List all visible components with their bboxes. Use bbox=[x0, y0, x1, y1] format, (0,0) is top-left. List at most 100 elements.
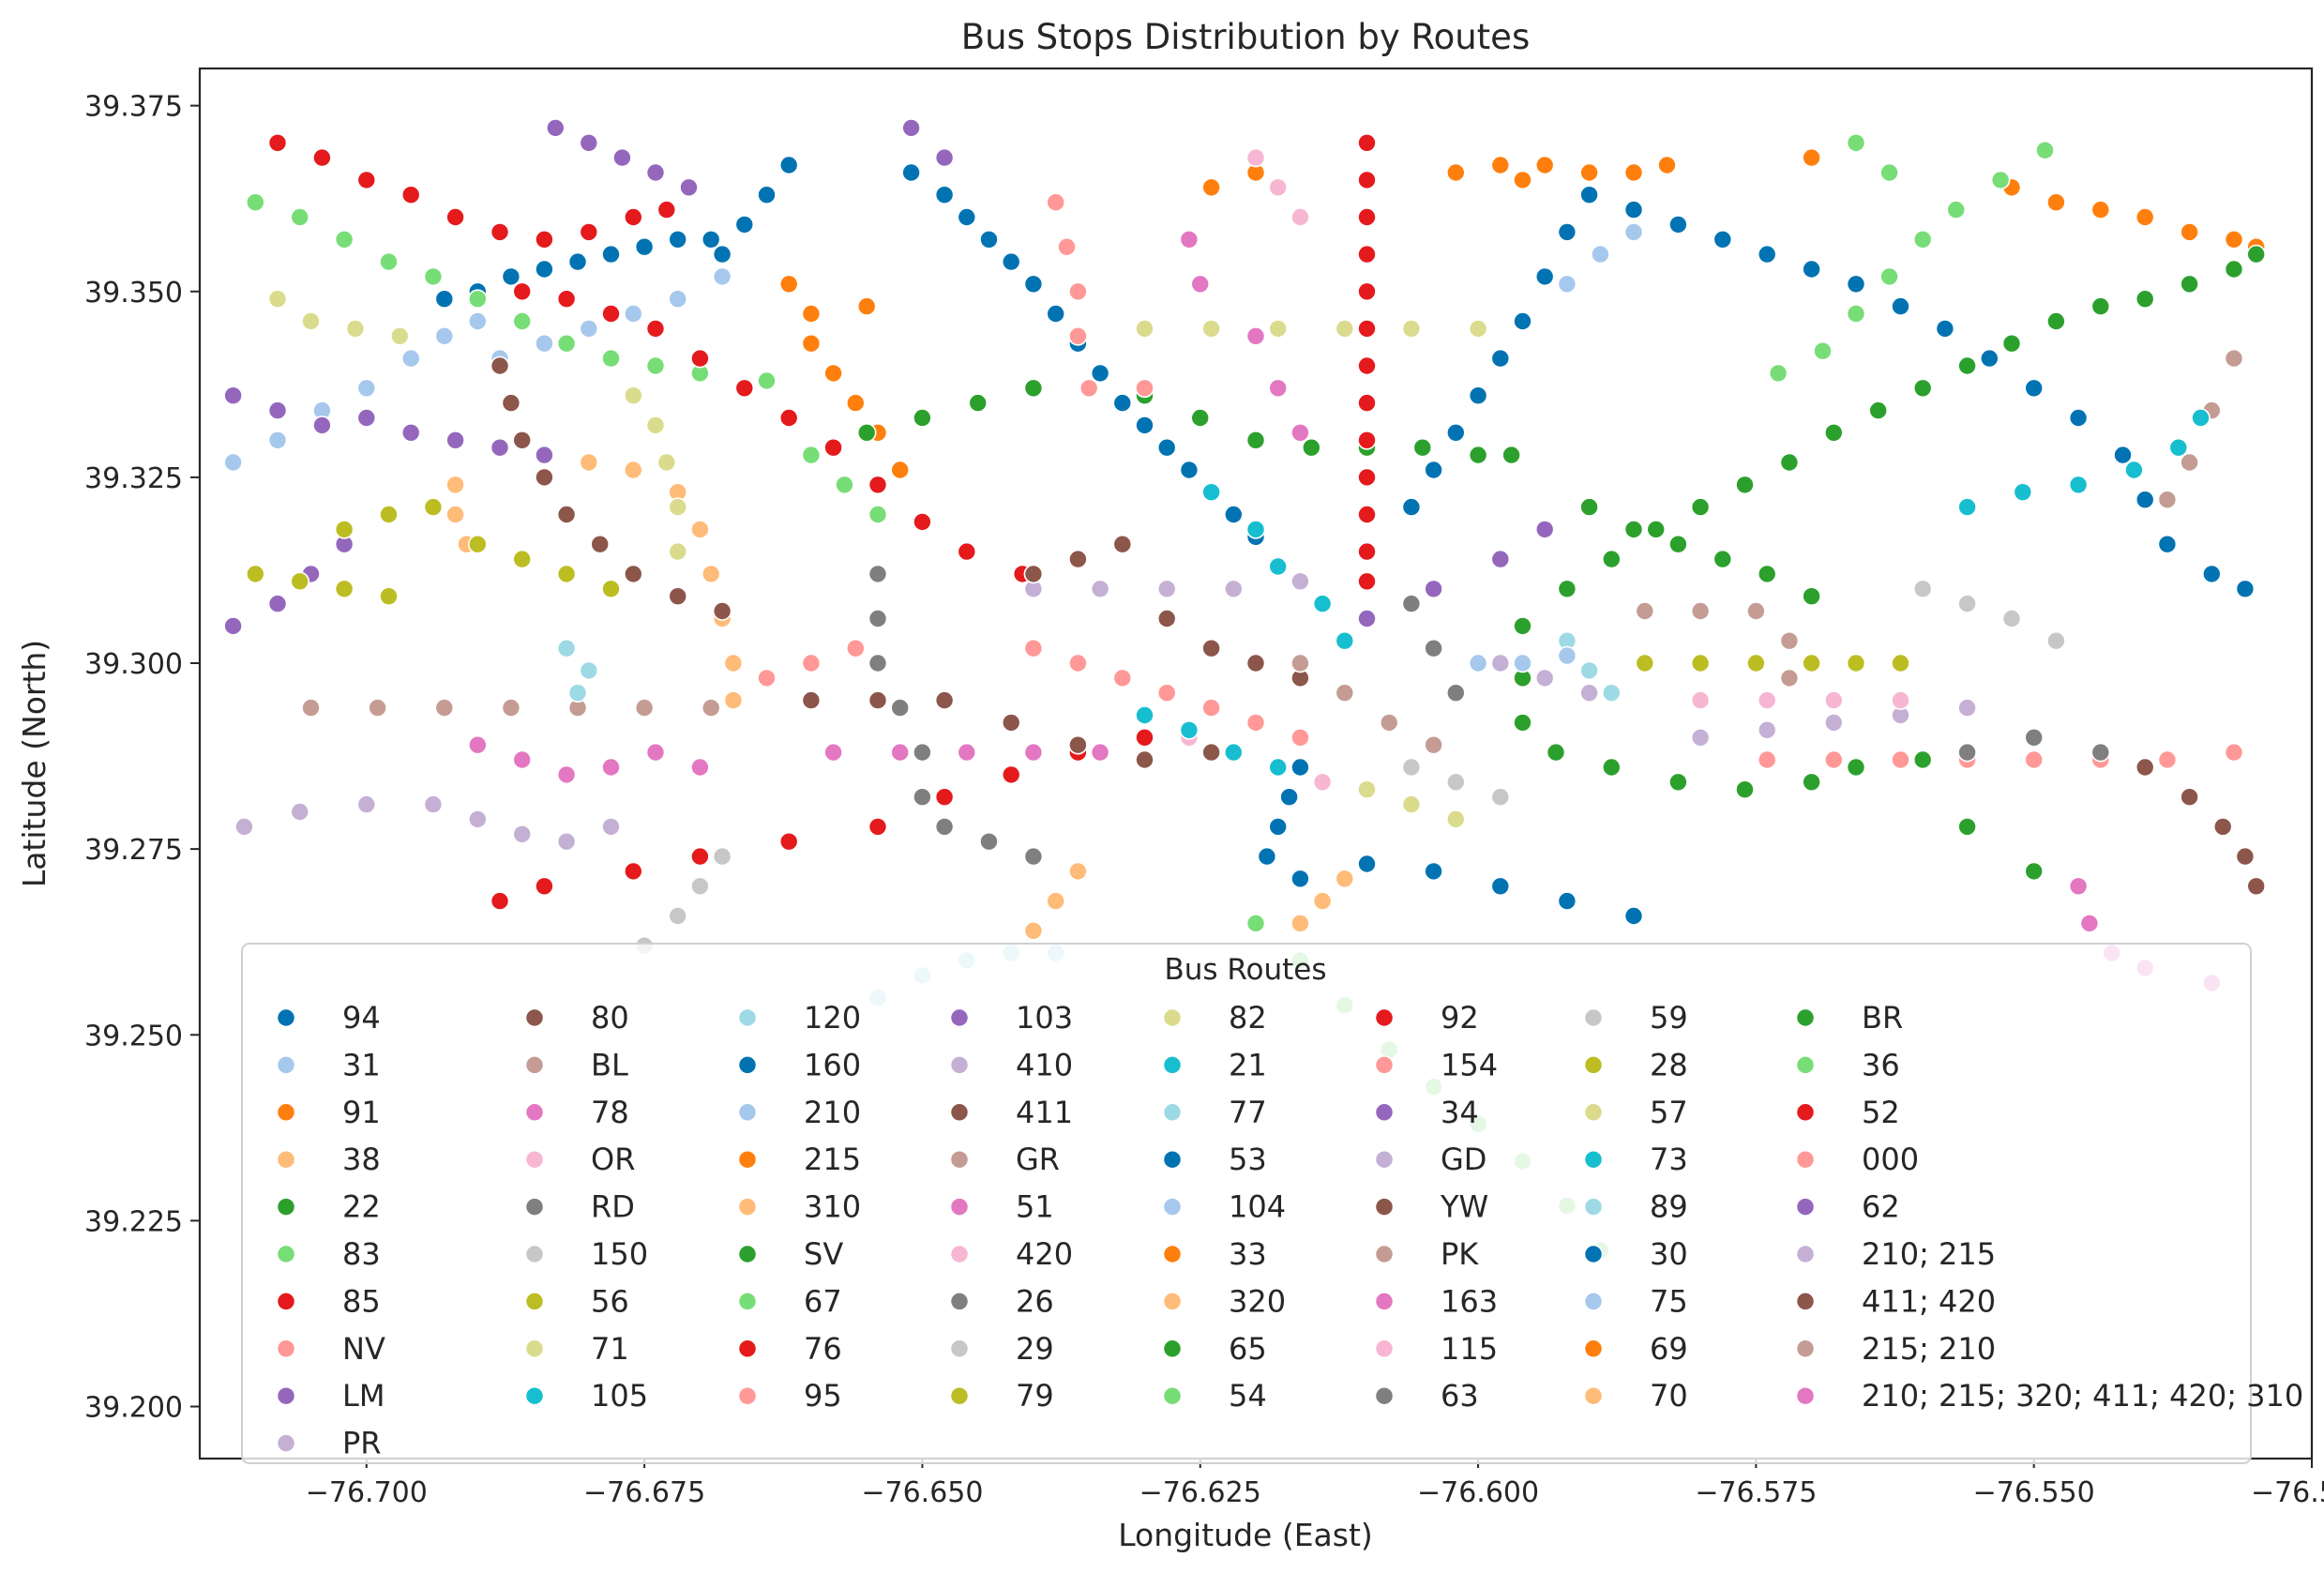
data-point bbox=[1312, 772, 1333, 793]
legend-label: 410 bbox=[1016, 1047, 1073, 1082]
legend-marker bbox=[949, 1149, 970, 1170]
data-point bbox=[1690, 653, 1711, 673]
data-point bbox=[512, 430, 533, 450]
data-point bbox=[1668, 215, 1688, 234]
data-point bbox=[890, 460, 911, 480]
legend-marker bbox=[1162, 1055, 1183, 1075]
legend-marker bbox=[1162, 1102, 1183, 1123]
legend-marker bbox=[1795, 1149, 1816, 1170]
legend-marker bbox=[949, 1244, 970, 1264]
data-point bbox=[845, 638, 866, 658]
data-point bbox=[512, 749, 533, 770]
data-point bbox=[579, 660, 599, 681]
data-point bbox=[1912, 378, 1933, 399]
data-point bbox=[1757, 690, 1777, 710]
data-point bbox=[1579, 683, 1599, 703]
data-point bbox=[1668, 772, 1688, 793]
legend-marker bbox=[737, 1292, 758, 1311]
legend-label: 38 bbox=[342, 1142, 381, 1177]
data-point bbox=[1156, 609, 1177, 628]
legend-label: 51 bbox=[1016, 1189, 1054, 1225]
data-point bbox=[1023, 846, 1044, 867]
data-point bbox=[1912, 230, 1933, 250]
data-point bbox=[1846, 757, 1866, 778]
legend-marker bbox=[1162, 1244, 1183, 1264]
legend-marker bbox=[1374, 1149, 1395, 1170]
legend-label: 210 bbox=[804, 1095, 861, 1130]
data-point bbox=[400, 422, 421, 443]
data-point bbox=[1312, 891, 1333, 911]
data-point bbox=[267, 133, 288, 153]
data-point bbox=[445, 505, 465, 524]
data-point bbox=[1357, 571, 1377, 592]
data-point bbox=[1513, 616, 1532, 636]
data-point bbox=[1357, 467, 1377, 488]
data-point bbox=[2024, 378, 2044, 399]
legend-label: 28 bbox=[1650, 1047, 1688, 1082]
legend-marker bbox=[524, 1149, 545, 1170]
data-point bbox=[1357, 170, 1377, 190]
data-point bbox=[1779, 630, 1800, 651]
data-point bbox=[535, 259, 554, 280]
legend-label: 115 bbox=[1441, 1331, 1498, 1367]
data-point bbox=[501, 698, 521, 718]
data-point bbox=[501, 266, 521, 287]
data-point bbox=[1824, 422, 1844, 443]
data-point bbox=[701, 564, 721, 584]
legend-marker bbox=[524, 1292, 545, 1311]
data-point bbox=[1846, 133, 1866, 153]
data-point bbox=[1079, 378, 1099, 399]
legend-title: Bus Routes bbox=[1164, 953, 1326, 987]
data-point bbox=[957, 541, 977, 562]
data-point bbox=[1245, 147, 1266, 168]
data-point bbox=[467, 534, 488, 554]
legend-marker bbox=[1795, 1385, 1816, 1406]
legend-label: 53 bbox=[1229, 1142, 1267, 1177]
legend-label: 310 bbox=[804, 1189, 861, 1225]
data-point bbox=[290, 571, 310, 592]
data-point bbox=[623, 861, 643, 882]
data-point bbox=[856, 422, 877, 443]
data-point bbox=[1135, 378, 1154, 399]
legend-label: OR bbox=[591, 1142, 635, 1177]
data-point bbox=[913, 512, 932, 532]
data-point bbox=[1468, 319, 1488, 339]
legend-label: 75 bbox=[1650, 1283, 1688, 1319]
x-tick-label: −76.550 bbox=[1973, 1476, 2095, 1509]
data-point bbox=[1824, 749, 1844, 770]
legend-marker bbox=[1795, 1292, 1816, 1311]
data-point bbox=[1023, 274, 1044, 295]
data-point bbox=[2090, 296, 2111, 316]
data-point bbox=[890, 698, 911, 718]
legend-marker bbox=[1162, 1292, 1183, 1311]
data-point bbox=[1579, 497, 1599, 517]
data-point bbox=[1623, 200, 1644, 219]
data-point bbox=[1401, 319, 1422, 339]
data-point bbox=[979, 230, 999, 250]
legend-label: 77 bbox=[1229, 1095, 1267, 1130]
data-point bbox=[1513, 170, 1532, 190]
data-point bbox=[2135, 490, 2155, 510]
data-point bbox=[1534, 155, 1555, 175]
data-point bbox=[957, 207, 977, 227]
y-tick-label: 39.300 bbox=[84, 648, 183, 681]
data-point bbox=[1068, 734, 1088, 755]
data-point bbox=[2135, 289, 2155, 310]
data-point bbox=[2068, 475, 2089, 495]
data-point bbox=[1468, 653, 1488, 673]
data-point bbox=[1279, 787, 1299, 808]
data-point bbox=[1635, 653, 1655, 673]
data-point bbox=[368, 698, 387, 718]
legend-marker bbox=[949, 1385, 970, 1406]
data-point bbox=[623, 386, 643, 406]
data-point bbox=[1690, 690, 1711, 710]
data-point bbox=[434, 289, 455, 310]
data-point bbox=[934, 817, 955, 837]
data-point bbox=[1156, 579, 1177, 599]
data-point bbox=[645, 742, 666, 763]
legend-label: NV bbox=[342, 1331, 385, 1367]
data-point bbox=[445, 475, 465, 495]
data-point bbox=[1579, 185, 1599, 204]
data-point bbox=[1735, 475, 1755, 495]
data-point bbox=[1802, 586, 1821, 607]
